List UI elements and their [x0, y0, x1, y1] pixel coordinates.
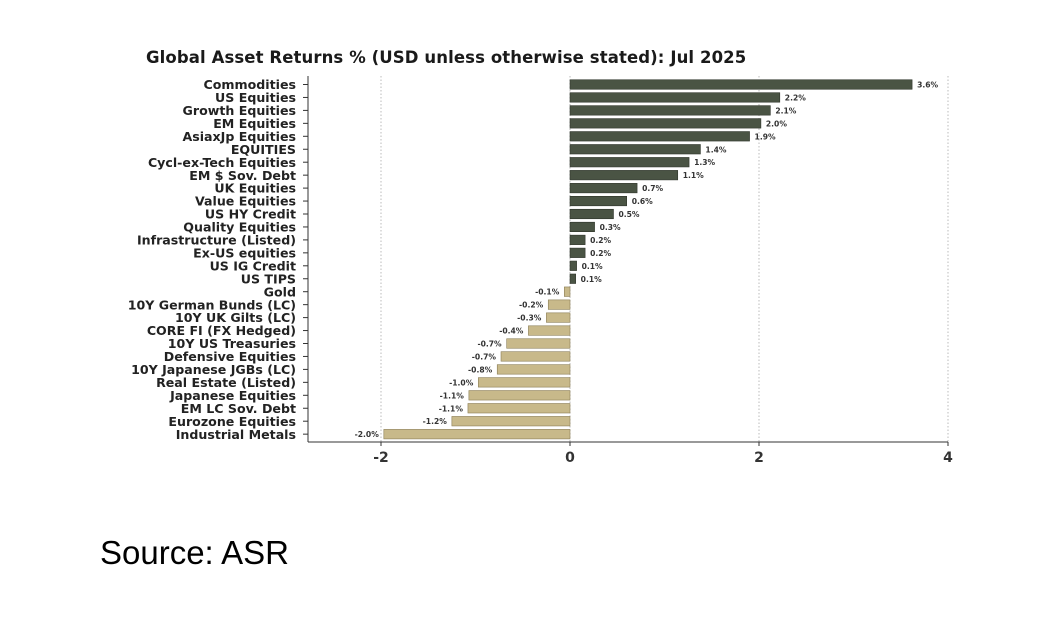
bar — [569, 79, 913, 90]
data-label: -1.1% — [439, 404, 464, 413]
data-label: 0.7% — [642, 184, 663, 193]
bar — [569, 144, 701, 155]
value-labels: 3.6% 2.2% 2.1% 2.0% 1.9% 1.4% 1.3% 1.1% 0.7% 0.6%… — [355, 81, 939, 440]
data-label: 0.2% — [590, 236, 611, 245]
bar — [500, 351, 571, 362]
category-label: 10Y Japanese JGBs (LC) — [131, 362, 296, 377]
category-label: Infrastructure (Listed) — [137, 233, 296, 248]
category-label: CORE FI (FX Hedged) — [147, 323, 296, 338]
data-label: 0.3% — [600, 223, 621, 232]
data-label: -0.2% — [519, 301, 544, 310]
x-tick-label: 0 — [565, 450, 575, 466]
category-label: Real Estate (Listed) — [156, 375, 296, 390]
bar — [569, 260, 577, 271]
category-label: AsiaxJp Equities — [182, 129, 296, 144]
x-tick-label: 2 — [754, 450, 764, 466]
bar — [569, 118, 762, 129]
data-label: -1.0% — [449, 378, 474, 387]
bar — [478, 377, 571, 388]
bars — [383, 79, 913, 440]
x-tick-label: -2 — [373, 450, 389, 466]
data-label: 2.0% — [766, 119, 787, 128]
category-label: 10Y UK Gilts (LC) — [175, 310, 296, 325]
bar — [383, 429, 571, 440]
axes: -2 0 2 4 — [307, 76, 953, 466]
data-label: 1.1% — [683, 171, 704, 180]
bar — [569, 92, 781, 103]
data-label: -0.1% — [535, 288, 560, 297]
category-label: US Equities — [215, 90, 296, 105]
data-label: -2.0% — [355, 430, 380, 439]
bar — [467, 403, 571, 414]
bar — [451, 416, 571, 427]
category-label: US IG Credit — [210, 258, 296, 273]
category-label: Industrial Metals — [176, 427, 296, 442]
category-label: Growth Equities — [183, 103, 296, 118]
category-label: US TIPS — [241, 271, 296, 286]
data-label: 0.6% — [632, 197, 653, 206]
data-label: 1.9% — [755, 132, 776, 141]
bar — [569, 157, 690, 168]
bar — [496, 364, 571, 375]
bar — [569, 221, 595, 232]
category-label: Defensive Equities — [164, 349, 296, 364]
category-label: Commodities — [204, 77, 297, 92]
category-label: Ex-US equities — [193, 245, 296, 260]
chart-title: Global Asset Returns % (USD unless other… — [146, 48, 747, 67]
category-label: Value Equities — [195, 194, 296, 209]
data-label: -0.7% — [477, 340, 502, 349]
data-label: -0.8% — [468, 365, 493, 374]
bar — [547, 299, 571, 310]
data-label: 1.3% — [694, 158, 715, 167]
data-label: -0.3% — [517, 314, 542, 323]
category-label: EQUITIES — [231, 142, 296, 157]
bar — [569, 105, 771, 116]
category-label: Japanese Equities — [169, 388, 296, 403]
bar — [564, 286, 571, 297]
category-label: UK Equities — [214, 181, 296, 196]
bar — [506, 338, 571, 349]
grid-lines — [380, 76, 949, 442]
category-label: US HY Credit — [205, 207, 296, 222]
bar — [569, 208, 614, 220]
data-label: 0.1% — [581, 275, 602, 284]
category-label: Quality Equities — [183, 220, 296, 235]
category-label: EM $ Sov. Debt — [189, 168, 296, 183]
bar — [569, 273, 576, 284]
bar — [569, 196, 628, 207]
category-label: Gold — [264, 284, 296, 299]
data-label: -0.7% — [472, 352, 497, 361]
data-label: -1.2% — [423, 417, 448, 426]
bar — [569, 170, 679, 181]
x-tick-label: 4 — [943, 450, 953, 466]
category-label: Eurozone Equities — [168, 414, 296, 429]
source-note: Source: ASR — [100, 534, 289, 571]
bar — [569, 234, 586, 245]
data-label: 0.5% — [618, 210, 639, 219]
bar — [468, 390, 571, 401]
category-label: Cycl-ex-Tech Equities — [148, 155, 296, 170]
data-label: 1.4% — [705, 145, 726, 154]
bar — [528, 325, 571, 336]
data-label: 2.1% — [775, 106, 796, 115]
bar — [546, 312, 571, 323]
category-label: EM Equities — [213, 116, 296, 131]
data-label: 0.2% — [590, 249, 611, 258]
bar — [569, 131, 750, 142]
data-label: -0.4% — [499, 327, 524, 336]
bar — [569, 247, 586, 258]
category-label: EM LC Sov. Debt — [181, 401, 296, 416]
data-label: -1.1% — [440, 391, 465, 400]
category-label: 10Y US Treasuries — [168, 336, 296, 351]
data-label: 0.1% — [582, 262, 603, 271]
data-label: 3.6% — [917, 81, 938, 90]
category-label: 10Y German Bunds (LC) — [128, 297, 296, 312]
bar — [569, 183, 638, 194]
data-label: 2.2% — [785, 93, 806, 102]
